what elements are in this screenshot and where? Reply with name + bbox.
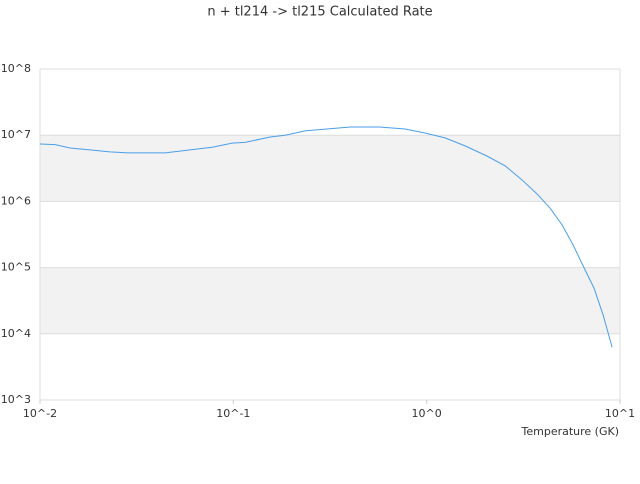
x-axis-label: Temperature (GK) — [521, 425, 620, 438]
x-tick-label: 10^-2 — [23, 407, 57, 420]
y-tick-label: 10^8 — [1, 62, 31, 75]
y-tick-label: 10^6 — [1, 194, 31, 207]
y-tick-label: 10^4 — [1, 327, 31, 340]
y-tick-label: 10^3 — [1, 393, 31, 406]
line — [39, 126, 613, 348]
x-tick-label: 10^-1 — [216, 407, 250, 420]
y-tick-label: 10^7 — [1, 128, 31, 141]
x-tick-label: 10^1 — [605, 407, 635, 420]
y-tick-label: 10^5 — [1, 261, 31, 274]
x-tick-label: 10^0 — [412, 407, 442, 420]
band — [40, 135, 620, 202]
band — [40, 267, 620, 334]
chart-title: n + tl214 -> tl215 Calculated Rate — [207, 5, 432, 20]
